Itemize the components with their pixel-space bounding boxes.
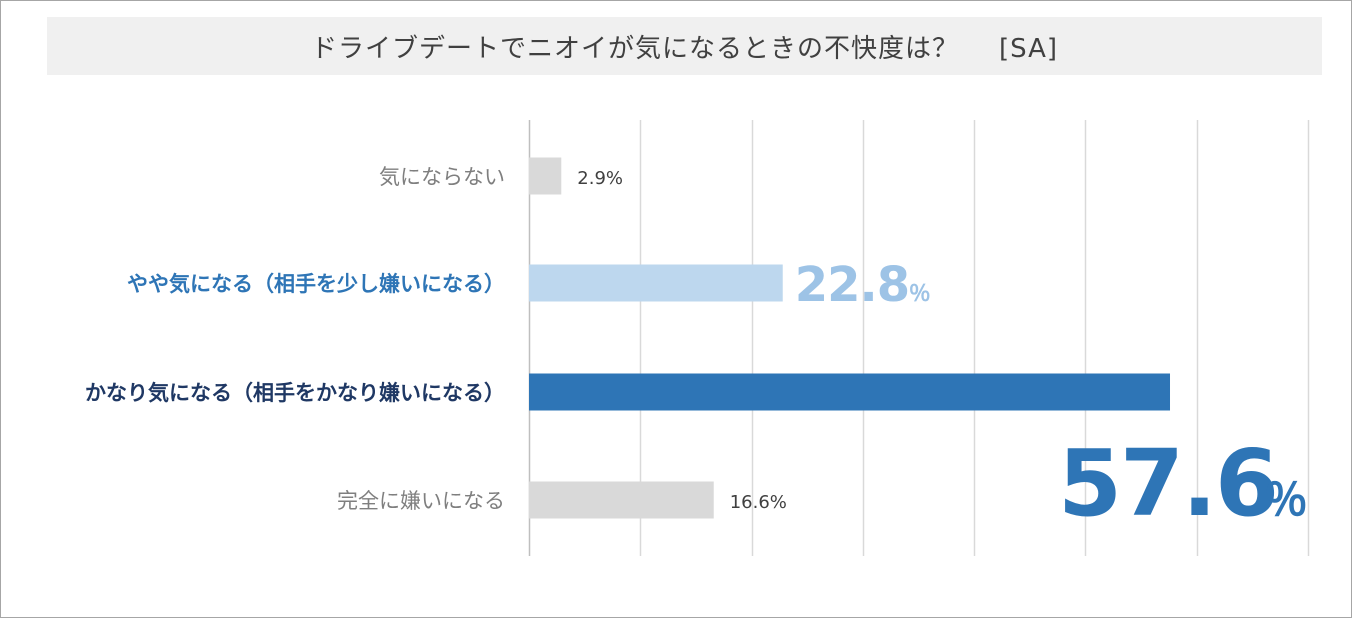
data-label: 57.6	[1058, 430, 1277, 537]
data-label: 2.9%	[577, 168, 623, 189]
category-label: やや気になる（相手を少し嫌いになる）	[127, 272, 505, 296]
data-label: 22.8	[795, 257, 909, 313]
chart-title: ドライブデートでニオイが気になるときの不快度は？ [SA]	[311, 28, 1058, 65]
bar	[529, 157, 562, 195]
question-type: [SA]	[998, 33, 1059, 64]
bar	[529, 481, 714, 519]
data-label: 16.6%	[730, 492, 787, 513]
bar	[529, 264, 783, 302]
category-label: 気にならない	[379, 165, 505, 189]
chart-title-text: ドライブデートでニオイが気になるときの不快度は？	[310, 33, 959, 64]
data-label-unit: ％	[1264, 475, 1308, 526]
bar	[529, 373, 1171, 411]
category-label: かなり気になる（相手をかなり嫌いになる）	[85, 381, 505, 405]
category-label: 完全に嫌いになる	[337, 489, 505, 513]
title-bar: ドライブデートでニオイが気になるときの不快度は？ [SA]	[47, 17, 1322, 75]
data-label-unit: ％	[909, 282, 931, 307]
